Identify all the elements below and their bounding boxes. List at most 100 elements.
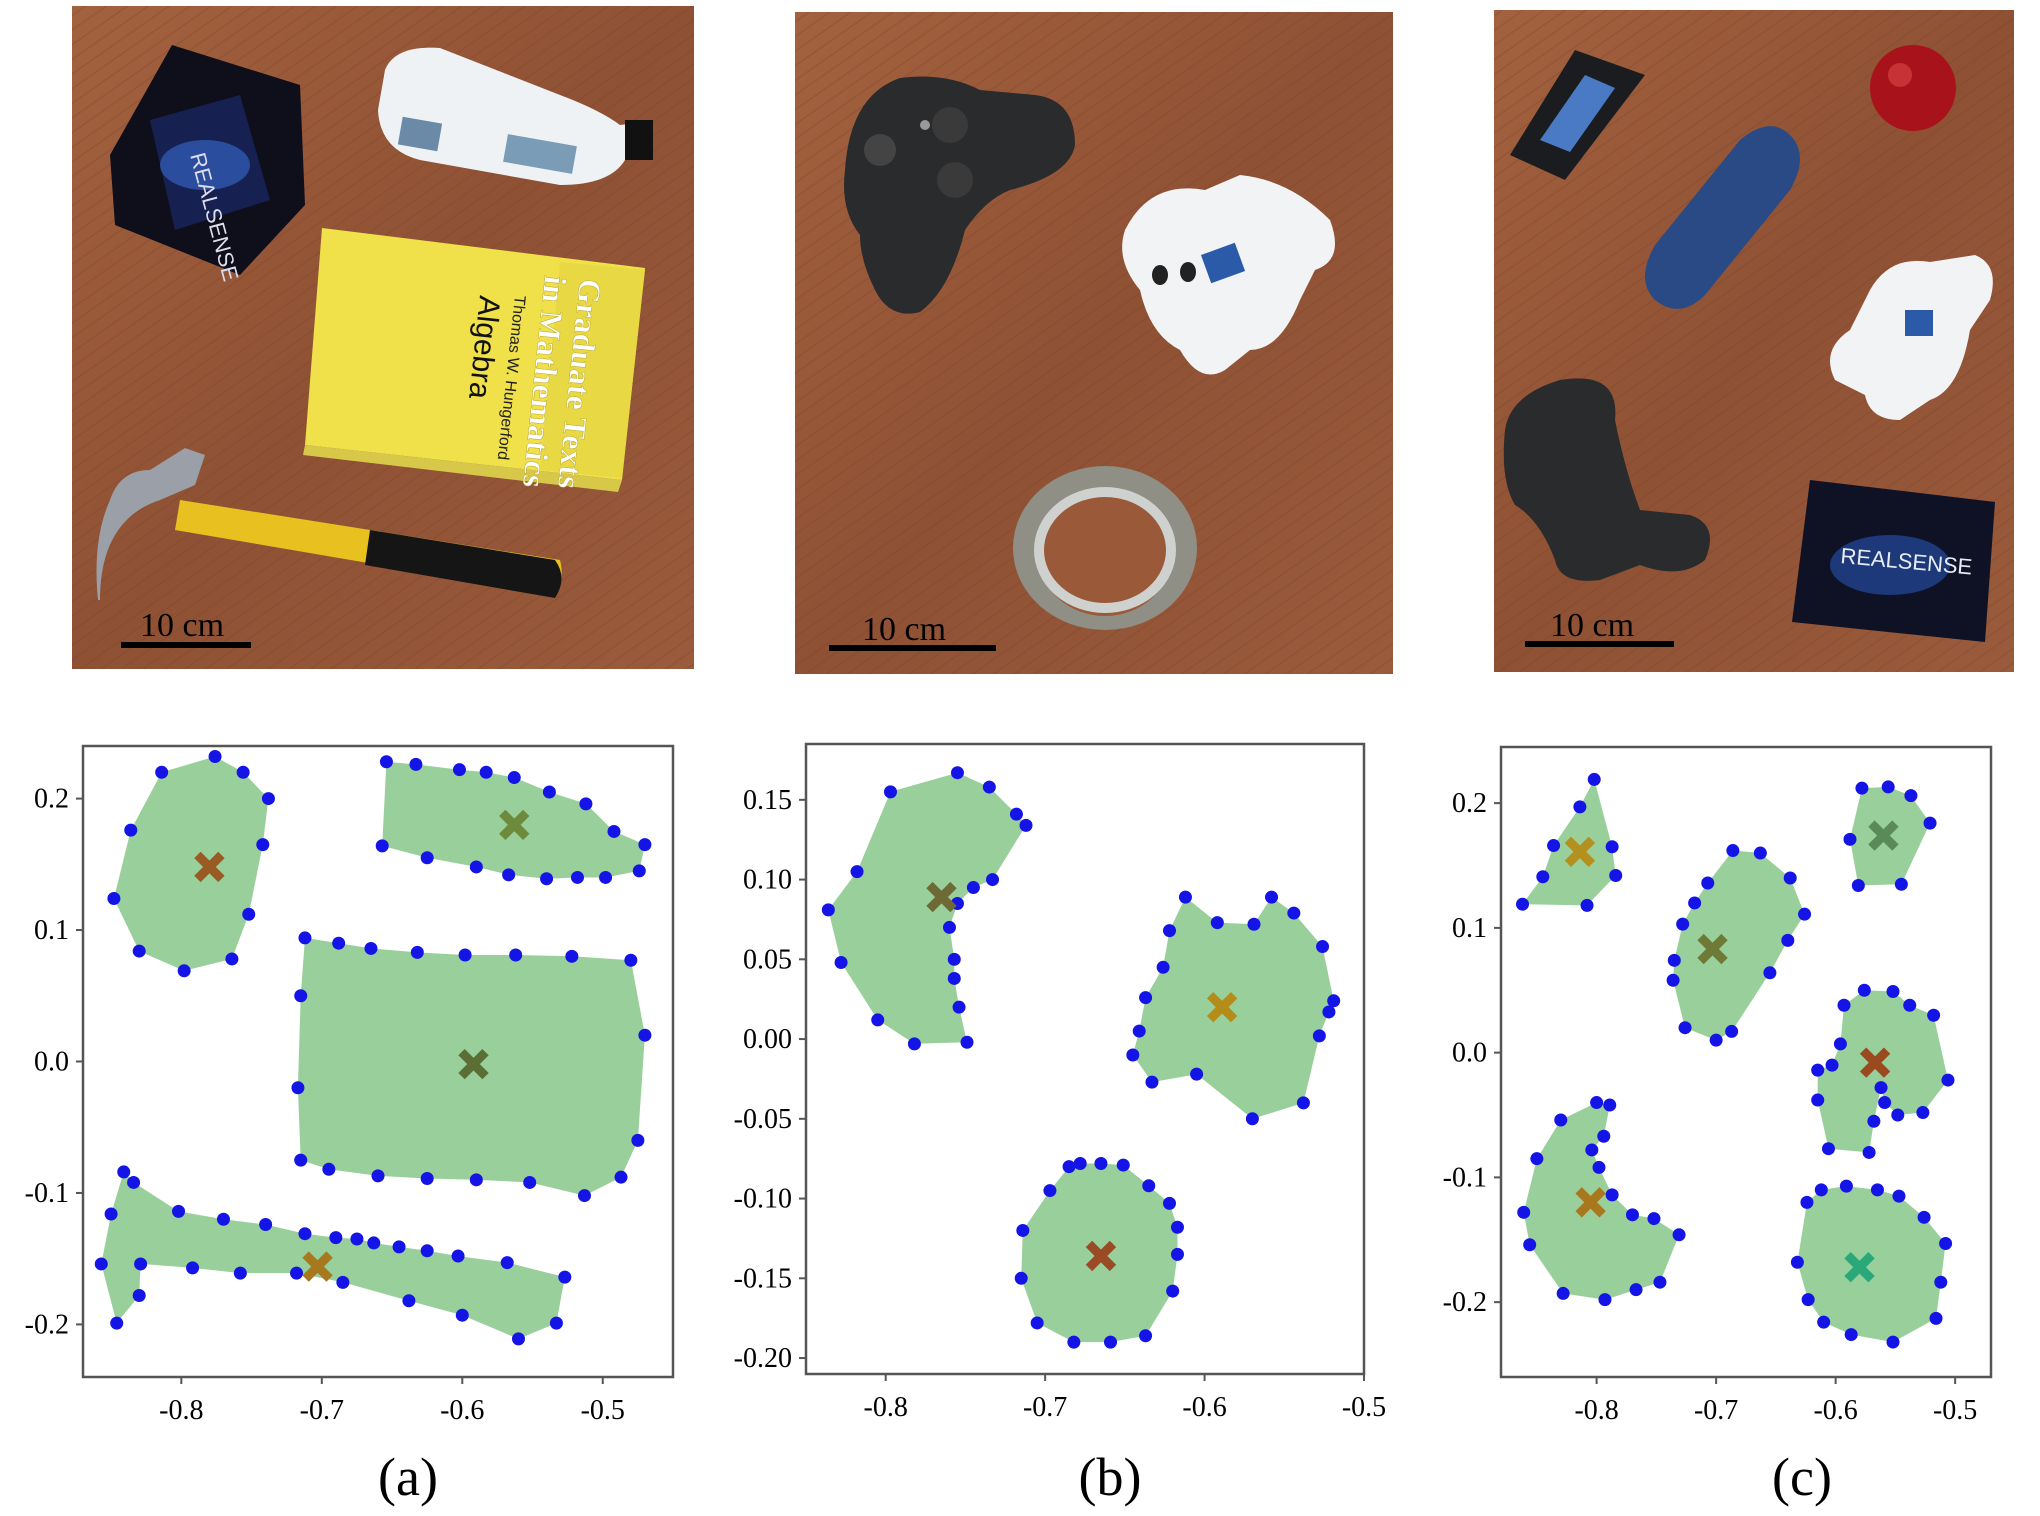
x-tick-label: -0.6 [440,1395,484,1426]
boundary-point [1530,1152,1544,1166]
boundary-point [1116,1158,1130,1172]
boundary-point [452,763,466,777]
algebra-book: Graduate Texts in Mathematics Thomas W. … [303,228,645,492]
boundary-point [1516,897,1530,911]
y-tick-label: -0.20 [734,1343,792,1374]
boundary-point [375,839,389,853]
boundary-point [298,1227,312,1241]
caption-b: (b) [1079,1447,1142,1507]
boundary-point [1587,772,1601,786]
boundary-point [549,1316,563,1330]
boundary-point [110,1316,124,1330]
boundary-point [1597,1129,1611,1143]
boundary-point [364,941,378,955]
apple [1870,45,1956,131]
boundary-point [1327,994,1341,1008]
boundary-point [1844,1328,1858,1342]
y-tick-label: 0.0 [1452,1038,1487,1069]
hull-plot-c: 0.2 0.1 0.0 -0.1 -0.2 -0.8 -0.7 -0.6 -0.5 [1443,745,1993,1426]
convex-hull-region [101,1171,565,1339]
y-tick-label: 0.15 [743,785,792,816]
boundary-point [261,792,275,806]
boundary-point [469,860,483,874]
photo-panel-c: REALSENSE 10 cm [1494,10,2014,672]
convex-hull-region [1673,850,1805,1041]
boundary-point [960,1035,974,1049]
boundary-point [225,952,239,966]
boundary-point [294,1153,308,1167]
y-tick-label: 0.2 [1452,788,1487,819]
y-tick-label: 0.0 [34,1047,69,1078]
boundary-point [322,1162,336,1176]
boundary-point [1892,1189,1906,1203]
y-tick-label: 0.10 [743,865,792,896]
object-c-1 [1516,772,1623,912]
boundary-point [1701,876,1715,890]
boundary-point [579,797,593,811]
boundary-point [1166,1284,1180,1298]
x-tick-label: -0.5 [581,1395,625,1426]
boundary-point [379,755,393,769]
centroid-marker [1868,820,1899,851]
boundary-point [1265,890,1279,904]
boundary-point [350,1232,364,1246]
boundary-point [821,903,835,917]
x-tick-label: -0.5 [1933,1395,1977,1426]
boundary-point [1585,1143,1599,1157]
boundary-point [1625,1208,1639,1222]
boundary-point [1580,898,1594,912]
hull-plot-a: 0.2 0.1 0.0 -0.1 -0.2 -0.8 -0.7 -0.6 -0.5 [25,744,675,1426]
x-tick-label: -0.6 [1182,1392,1226,1423]
boundary-point [1781,933,1795,947]
boundary-point [1145,1075,1159,1089]
boundary-point [558,1270,572,1284]
boundary-point [1316,940,1330,954]
centroid-marker [1697,933,1728,965]
y-tick-label: -0.2 [1443,1287,1487,1318]
game-controller [844,76,1075,314]
boundary-point [1019,818,1033,832]
boundary-point [1287,906,1301,920]
boundary-point [1851,878,1865,892]
boundary-point [336,1275,350,1289]
boundary-point [1517,1205,1531,1219]
y-tick-label: -0.15 [734,1263,792,1294]
boundary-point [871,1013,885,1027]
centroid-marker [1575,1187,1606,1218]
boundary-point [1934,1275,1948,1289]
boundary-point [124,823,138,837]
boundary-point [132,944,146,958]
boundary-point [624,953,638,967]
boundary-point [1886,1335,1900,1349]
x-tick-label: -0.8 [1574,1395,1618,1426]
boundary-point [1178,890,1192,904]
boundary-point [1881,780,1895,794]
boundary-point [117,1165,131,1179]
boundary-point [942,920,956,934]
x-tick-label: -0.7 [1694,1395,1738,1426]
boundary-point [1929,1311,1943,1325]
boundary-point [208,750,222,764]
boundary-point [1917,1210,1931,1224]
boundary-point [1104,1335,1118,1349]
boundary-point [1073,1156,1087,1170]
object-c-5 [1517,1096,1686,1307]
boundary-point [966,881,980,895]
boundary-point [259,1218,273,1232]
boundary-point [1941,1073,1955,1087]
boundary-point [1210,916,1224,930]
object-c-2 [1666,844,1812,1047]
boundary-point [1843,832,1857,846]
boundary-point [1667,953,1681,967]
boundary-point [523,1175,537,1189]
boundary-point [834,956,848,970]
convex-hull-region [113,756,269,971]
boundary-point [1790,1255,1804,1269]
boundary-point [1132,1024,1146,1038]
boundary-point [1678,1021,1692,1035]
boundary-point [127,1175,141,1189]
boundary-point [1870,1183,1884,1197]
boundary-point [242,907,256,921]
object-a-3 [291,931,652,1203]
boundary-point [982,780,996,794]
